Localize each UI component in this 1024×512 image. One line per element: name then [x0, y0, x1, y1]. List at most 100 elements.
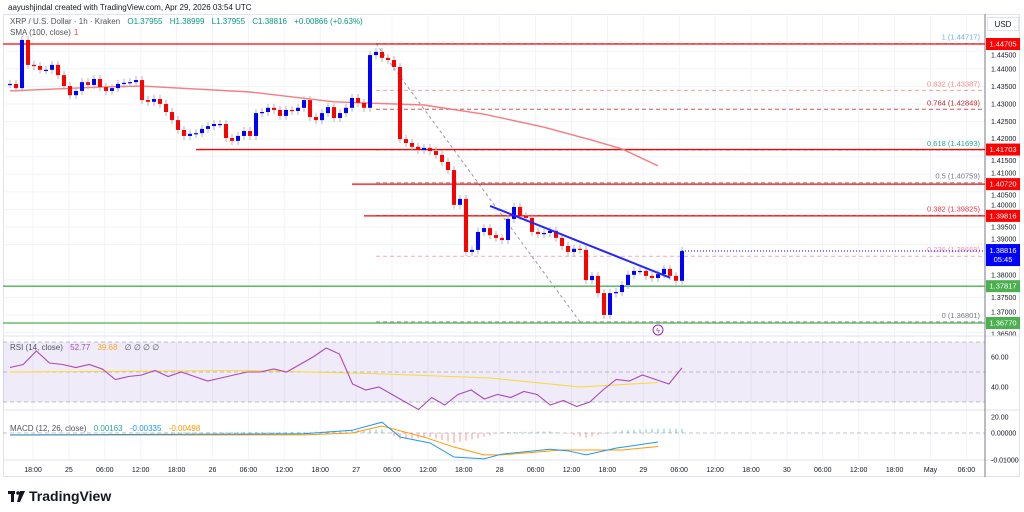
candle-up [152, 99, 156, 102]
candle-up [542, 232, 546, 235]
rsi-axis-label: 60.00 [991, 355, 1009, 362]
macd-legend[interactable]: MACD (12, 26, close) 0.00163 -0.00335 -0… [10, 424, 200, 433]
price-axis-label: 1.42000 [991, 136, 1016, 143]
candle-up [344, 107, 348, 114]
time-axis-label: 26 [209, 467, 217, 474]
ohlc-change: +0.00866 (+0.63%) [294, 17, 363, 26]
candle-down [536, 231, 540, 235]
candle-down [272, 107, 276, 110]
time-axis-label: 18:00 [886, 467, 904, 474]
symbol-title[interactable]: XRP / U.S. Dollar · 1h · Kraken [10, 17, 121, 26]
price-badge-label: 1.37817 [989, 282, 1016, 291]
price-badge [986, 280, 1020, 293]
price-axis-label: 1.37500 [991, 295, 1016, 302]
candle-up [680, 251, 684, 281]
price-axis-label: 1.42500 [991, 119, 1016, 126]
ohlc-open: O1.37955 [127, 17, 163, 26]
candle-down [674, 275, 678, 281]
price-badge-label: 1.41703 [989, 145, 1016, 154]
time-axis-label: 06:00 [958, 467, 976, 474]
price-badge-label: 1.40720 [989, 180, 1016, 189]
event-marker-glyph: ϟ [656, 328, 660, 335]
candle-up [638, 270, 642, 273]
candle-down [146, 100, 150, 102]
rsi-ma-line [9, 369, 659, 388]
time-axis-label: 06:00 [96, 467, 114, 474]
fib-level-label: 0.382 (1.39825) [927, 205, 980, 214]
candle-up [50, 64, 54, 70]
rsi-value: 52.77 [70, 343, 91, 352]
candle-down [566, 245, 570, 252]
currency-button[interactable]: USD [987, 17, 1019, 31]
time-axis-label: May [924, 467, 938, 474]
candle-up [350, 97, 354, 108]
rsi-axis-label: 40.00 [991, 385, 1009, 392]
candle-down [230, 138, 234, 141]
sma-line [9, 85, 659, 167]
time-axis-label: 18:00 [24, 467, 42, 474]
chart-credit: aayushjindal created with TradingView.co… [8, 3, 252, 12]
sma-value: 1 [73, 28, 79, 37]
candle-up [548, 230, 552, 233]
candle-up [338, 113, 342, 119]
bearish-trend-line[interactable] [489, 204, 671, 279]
candle-down [386, 57, 390, 60]
candle-up [572, 248, 576, 252]
time-axis-label: 25 [65, 467, 73, 474]
sma-legend[interactable]: SMA (100, close) 1 [10, 28, 78, 37]
candle-up [194, 133, 198, 135]
candle-up [110, 88, 114, 91]
candle-down [452, 170, 456, 205]
candle-down [410, 142, 414, 147]
time-axis-label: 12:00 [563, 467, 581, 474]
candle-up [128, 82, 132, 84]
candle-down [524, 216, 528, 218]
fib-level-label: 0.236 (1.38669) [927, 245, 980, 254]
candle-down [248, 131, 252, 136]
candle-down [182, 129, 186, 136]
time-axis-label: 06:00 [240, 467, 258, 474]
candle-down [530, 217, 534, 232]
candle-up [626, 274, 630, 286]
candle-up [590, 275, 594, 281]
price-axis-label: 1.44000 [991, 66, 1016, 73]
macd-value: -0.00335 [129, 424, 162, 433]
ohlc-high: H1.38999 [169, 17, 205, 26]
candle-up [632, 270, 636, 275]
candle-down [62, 75, 66, 87]
candle-down [290, 109, 294, 112]
candle-up [20, 39, 24, 89]
candle-down [170, 112, 174, 121]
candle-up [242, 131, 246, 136]
price-axis-label: 1.39500 [991, 225, 1016, 232]
macd-hist-value: 0.00163 [93, 424, 123, 433]
candle-up [320, 113, 324, 121]
rsi-legend[interactable]: RSI (14, close) 52.77 39.68 ∅ ∅ ∅ ∅ [10, 343, 159, 352]
time-axis-label: 27 [352, 467, 360, 474]
rsi-axis-label: 20.00 [991, 415, 1009, 422]
price-axis-label: 1.40000 [991, 202, 1016, 209]
tradingview-logo[interactable]: TradingView [8, 488, 111, 504]
fib-level-label: 0 (1.36801) [942, 311, 981, 320]
price-axis-label: 1.41000 [991, 171, 1016, 178]
candle-down [104, 87, 108, 91]
candle-down [560, 237, 564, 246]
fib-level-label: 0.832 (1.43387) [927, 79, 980, 88]
candle-up [656, 274, 660, 278]
time-axis-label: 06:00 [814, 467, 832, 474]
candle-up [620, 285, 624, 293]
time-axis-label: 18:00 [455, 467, 473, 474]
time-axis-label: 18:00 [168, 467, 186, 474]
time-axis-label: 12:00 [706, 467, 724, 474]
fib-level-label: 0.764 (1.42849) [927, 98, 980, 107]
rsi-extra-values: ∅ ∅ ∅ ∅ [124, 343, 160, 352]
candle-down [68, 86, 72, 96]
candle-down [500, 237, 504, 241]
fib-level-label: 1 (1.44717) [942, 33, 981, 42]
time-axis-label: 06:00 [670, 467, 688, 474]
candle-down [464, 198, 468, 252]
rsi-label: RSI (14, close) [10, 343, 63, 352]
candle-up [614, 292, 618, 294]
candle-up [122, 82, 126, 85]
